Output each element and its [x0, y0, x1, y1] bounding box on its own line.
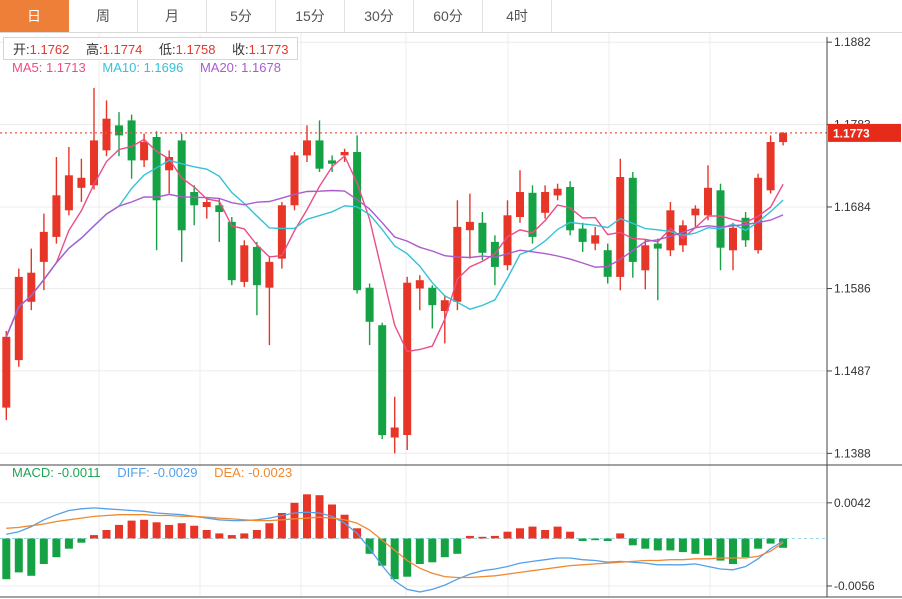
svg-text:0.0042: 0.0042 [834, 496, 871, 510]
close-value: 1.1773 [248, 42, 289, 57]
tab-60min[interactable]: 60分 [414, 0, 483, 32]
tab-5min[interactable]: 5分 [207, 0, 276, 32]
ma5-label: MA5: [12, 60, 43, 75]
close-label: 收: [232, 42, 249, 57]
tab-4hour[interactable]: 4时 [483, 0, 552, 32]
axis-labels: 1.18821.17831.16841.15861.14871.13880.00… [827, 35, 875, 593]
tab-month[interactable]: 月 [138, 0, 207, 32]
tab-week[interactable]: 周 [69, 0, 138, 32]
dea-line [6, 514, 784, 579]
axis-frame [0, 37, 902, 598]
ma20-line [5, 189, 784, 338]
svg-text:1.1684: 1.1684 [834, 200, 871, 214]
macd-value: -0.0011 [57, 465, 101, 480]
low-value: 1.1758 [175, 42, 216, 57]
tab-15min[interactable]: 15分 [276, 0, 345, 32]
svg-text:1.1487: 1.1487 [834, 364, 871, 378]
dea-label: DEA: [214, 465, 245, 480]
svg-text:-0.0056: -0.0056 [834, 579, 875, 593]
dea-value: -0.0023 [248, 465, 293, 480]
ma-legend: MA5: 1.1713 MA10: 1.1696 MA20: 1.1678 [12, 60, 281, 75]
open-value: 1.1762 [29, 42, 70, 57]
svg-text:1.1586: 1.1586 [834, 282, 871, 296]
tab-30min[interactable]: 30分 [345, 0, 414, 32]
candles [2, 87, 788, 454]
current-price-badge: 1.1773 [828, 123, 901, 142]
macd-histogram [2, 494, 788, 580]
svg-text:1.1388: 1.1388 [834, 446, 871, 460]
tabbar-filler [552, 0, 902, 32]
macd-label: MACD: [12, 465, 54, 480]
ma5-value: 1.1713 [45, 60, 86, 75]
open-label: 开: [13, 42, 30, 57]
grid-lines [0, 33, 827, 597]
tab-day[interactable]: 日 [0, 0, 69, 32]
svg-text:1.1773: 1.1773 [833, 126, 870, 140]
ma20-value: 1.1678 [241, 60, 281, 75]
diff-label: DIFF: [117, 465, 150, 480]
ohlc-legend: 开:1.1762 高:1.1774 低:1.1758 收:1.1773 [3, 37, 299, 60]
diff-value: -0.0029 [153, 465, 198, 480]
ma20-label: MA20: [199, 60, 238, 75]
price-chart-canvas[interactable]: 1.18821.17831.16841.15861.14871.13880.00… [0, 33, 902, 599]
timeframe-tabbar: 日 周 月 5分 15分 30分 60分 4时 [0, 0, 902, 33]
low-label: 低: [159, 42, 176, 57]
diff-line [6, 507, 784, 593]
macd-legend: MACD: -0.0011 DIFF: -0.0029 DEA: -0.0023 [12, 465, 292, 480]
high-label: 高: [86, 42, 103, 57]
ma10-label: MA10: [102, 60, 140, 75]
svg-text:1.1882: 1.1882 [834, 35, 871, 49]
ma10-line [5, 159, 784, 338]
high-value: 1.1774 [102, 42, 143, 57]
ma10-value: 1.1696 [143, 60, 184, 75]
